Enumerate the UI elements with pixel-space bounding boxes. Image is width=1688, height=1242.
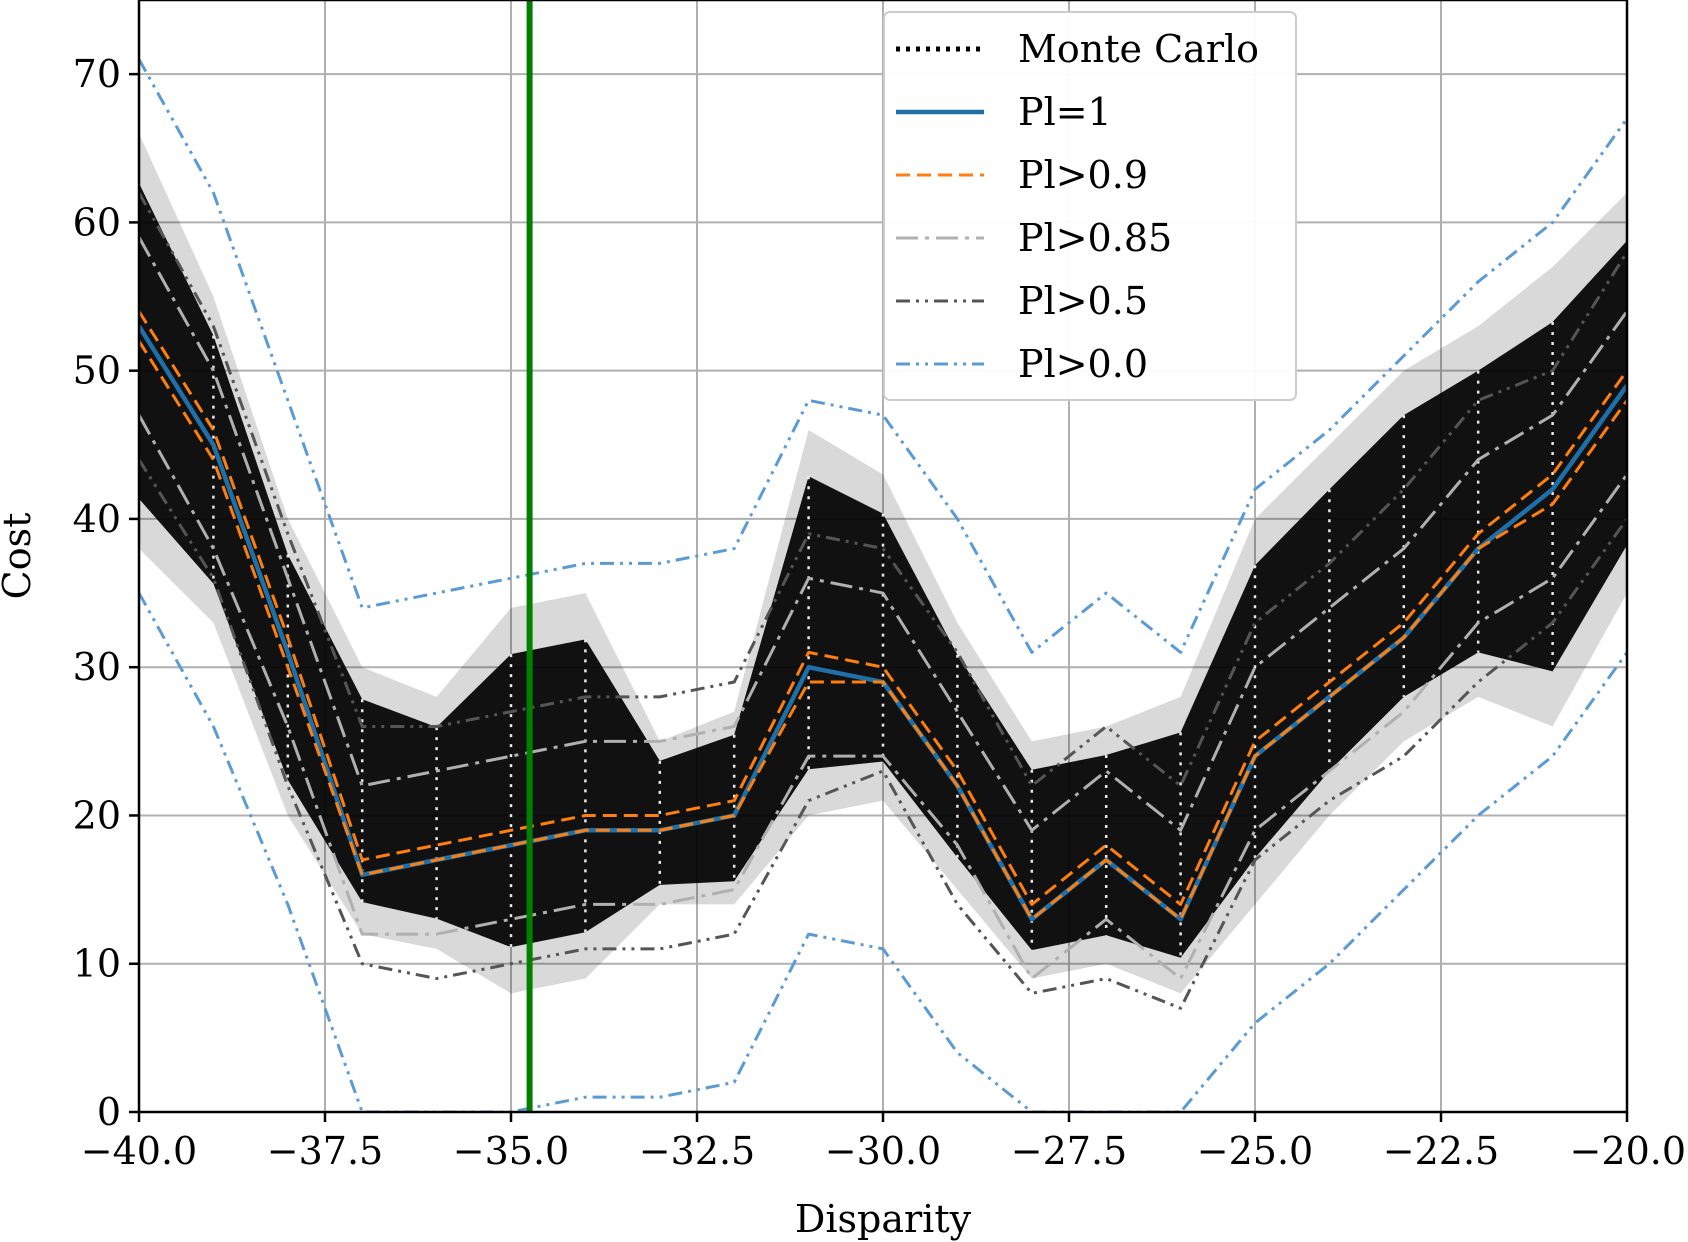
series-line-pl-0-0: [139, 592, 1627, 1112]
y-axis-ticks: 0 10 20 30 40 50 60 70: [73, 52, 139, 1134]
series-line-pl-0-5: [139, 458, 1627, 1010]
series-line-pl-0-9: [139, 340, 1627, 921]
x-axis-ticks: −40.0 −37.5 −35.0 −32.5 −30.0 −27.5 −25.0 −22.5…: [81, 1112, 1686, 1173]
x-tick-label: −40.0: [81, 1129, 197, 1173]
legend-label: Pl=1: [1018, 90, 1112, 134]
y-tick-label: 0: [97, 1090, 121, 1134]
x-tick-label: −32.5: [639, 1129, 755, 1173]
x-tick-label: −22.5: [1383, 1129, 1499, 1173]
y-tick-label: 20: [73, 793, 121, 837]
y-tick-label: 50: [73, 349, 121, 393]
legend-label: Monte Carlo: [1018, 27, 1259, 71]
y-axis-label: Cost: [0, 513, 39, 600]
x-tick-label: −35.0: [453, 1129, 569, 1173]
x-tick-label: −25.0: [1197, 1129, 1313, 1173]
series-line-pl-0-9: [139, 310, 1627, 906]
y-tick-label: 10: [73, 942, 121, 986]
y-tick-label: 30: [73, 645, 121, 689]
x-tick-label: −37.5: [267, 1129, 383, 1173]
x-tick-label: −27.5: [1011, 1129, 1127, 1173]
legend: Monte Carlo Pl=1 Pl>0.9 Pl>0.85 Pl>0.5 Pl>0.0: [883, 11, 1297, 401]
legend-label: Pl>0.9: [1018, 153, 1148, 197]
y-tick-label: 60: [73, 200, 121, 244]
y-tick-label: 40: [73, 497, 121, 541]
legend-label: Pl>0.85: [1018, 216, 1172, 260]
x-tick-label: −20.0: [1570, 1129, 1686, 1173]
x-axis-label: Disparity: [795, 1197, 972, 1241]
legend-label: Pl>0.5: [1018, 279, 1148, 323]
series-line-pl-0-85: [139, 414, 1627, 981]
series-lines: [139, 58, 1627, 1112]
series-line-pl-0-5: [139, 192, 1627, 788]
x-tick-label: −30.0: [825, 1129, 941, 1173]
legend-box: [883, 11, 1297, 401]
y-tick-label: 70: [73, 52, 121, 96]
series-line-pl-0-85: [139, 236, 1627, 832]
series-line-pl-0-0: [139, 58, 1627, 654]
legend-label: Pl>0.0: [1018, 342, 1148, 386]
